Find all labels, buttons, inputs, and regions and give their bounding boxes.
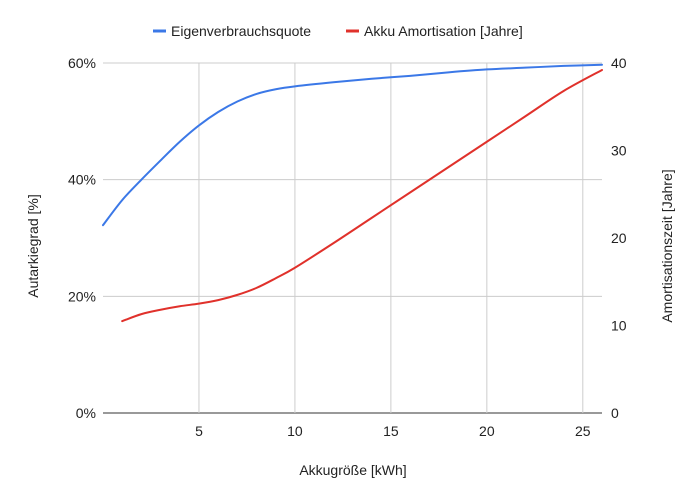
x-axis-title: Akkugröße [kWh] xyxy=(299,462,406,478)
tick-labels: 0% 20% 40% 60% 0 10 20 30 40 5 10 15 20 25 xyxy=(68,55,627,439)
legend-label-eigenverbrauchsquote: Eigenverbrauchsquote xyxy=(171,23,311,39)
y-axis-right-title: Amortisationszeit [Jahre] xyxy=(659,169,675,322)
gridlines xyxy=(103,62,602,414)
y-right-tick-label: 0 xyxy=(611,405,619,421)
legend-label-akku-amortisation: Akku Amortisation [Jahre] xyxy=(364,23,523,39)
series-line-akku-amortisation-jahre xyxy=(121,69,603,323)
y-right-tick-label: 20 xyxy=(611,230,627,246)
series-line-eigenverbrauchsquote xyxy=(102,63,603,227)
x-tick-label: 5 xyxy=(195,423,203,439)
x-tick-label: 10 xyxy=(287,423,303,439)
y-right-tick-label: 30 xyxy=(611,143,627,159)
series-lines xyxy=(102,63,603,323)
y-left-tick-label: 60% xyxy=(68,55,96,71)
y-right-tick-label: 40 xyxy=(611,55,627,71)
y-left-tick-label: 0% xyxy=(76,405,96,421)
y-right-tick-label: 10 xyxy=(611,318,627,334)
x-tick-label: 15 xyxy=(383,423,399,439)
legend: Eigenverbrauchsquote Akku Amortisation [… xyxy=(153,23,523,39)
y-left-tick-label: 40% xyxy=(68,172,96,188)
x-tick-label: 25 xyxy=(575,423,591,439)
y-left-tick-label: 20% xyxy=(68,288,96,304)
y-axis-left-title: Autarkiegrad [%] xyxy=(25,194,41,298)
x-tick-label: 20 xyxy=(479,423,495,439)
